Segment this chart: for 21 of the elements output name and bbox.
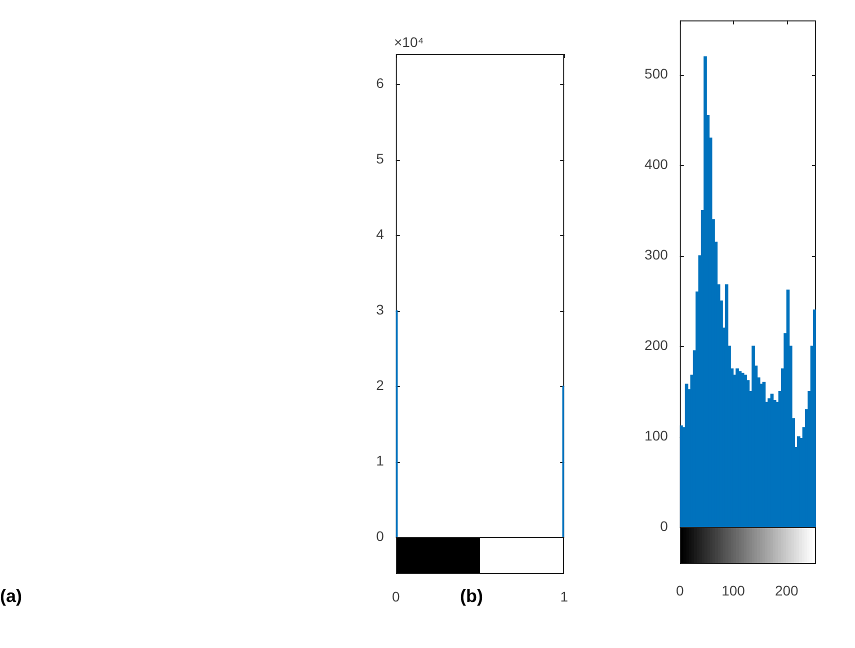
text: (b) — [460, 586, 483, 607]
x-tick-label: 200 — [774, 582, 799, 598]
y-tick-label: 300 — [644, 246, 668, 262]
y-tick-label: 3 — [376, 301, 384, 318]
text: (a) — [0, 586, 22, 607]
y-tick-label: 0 — [660, 518, 668, 534]
x-tick-label: 0 — [676, 582, 684, 598]
x-tick-label: 0 — [392, 588, 400, 604]
text: ×10⁴ — [394, 34, 424, 50]
y-tick-label: 200 — [644, 336, 668, 353]
y-tick-label: 5 — [376, 150, 384, 167]
y-tick-label: 6 — [376, 75, 384, 92]
x-tick-label: 1 — [560, 588, 568, 604]
y-tick-label: 400 — [644, 156, 668, 172]
y-tick-label: 4 — [376, 226, 384, 242]
y-tick-label: 100 — [644, 427, 668, 444]
y-tick-label: 0 — [376, 528, 384, 544]
x-tick-label: 100 — [722, 582, 746, 598]
y-tick-label: 500 — [644, 66, 668, 82]
y-tick-label: 2 — [376, 376, 384, 393]
y-tick-label: 1 — [376, 452, 384, 468]
